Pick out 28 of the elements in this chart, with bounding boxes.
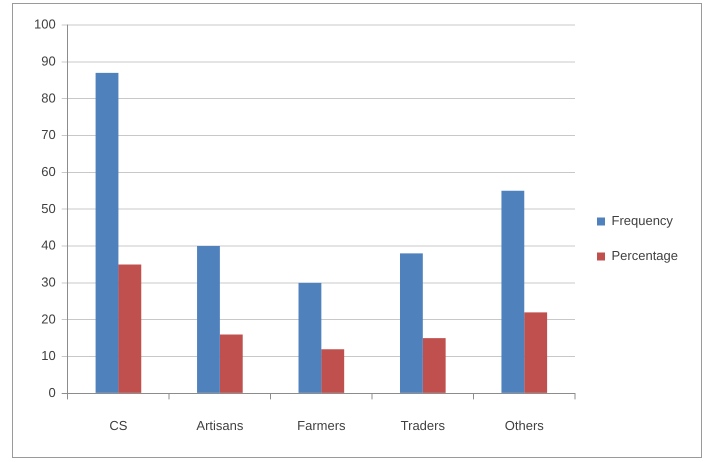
bar bbox=[118, 264, 142, 393]
y-tick-label: 10 bbox=[41, 348, 56, 364]
bar bbox=[400, 253, 423, 393]
y-tick-label: 70 bbox=[41, 127, 56, 142]
bar bbox=[422, 338, 446, 393]
bar bbox=[197, 246, 220, 393]
bar bbox=[321, 349, 344, 393]
y-tick-label: 80 bbox=[41, 90, 56, 106]
y-tick-label: 100 bbox=[34, 16, 56, 32]
x-tick-label: Artisans bbox=[196, 418, 244, 433]
x-tick-label: Others bbox=[504, 418, 544, 433]
bar bbox=[96, 72, 118, 393]
y-tick-label: 40 bbox=[41, 238, 56, 253]
bar bbox=[220, 334, 243, 393]
x-tick-label: CS bbox=[109, 418, 128, 433]
legend-label: Percentage bbox=[612, 248, 678, 264]
legend-label: Frequency bbox=[612, 213, 674, 228]
y-tick-label: 60 bbox=[41, 164, 56, 179]
x-tick-label: Traders bbox=[400, 418, 446, 433]
bar bbox=[298, 282, 322, 393]
y-tick-label: 90 bbox=[41, 53, 56, 68]
y-tick-label: 30 bbox=[41, 274, 56, 290]
y-tick-label: 20 bbox=[41, 311, 56, 326]
y-tick-label: 0 bbox=[48, 384, 56, 400]
x-tick-label: Farmers bbox=[297, 418, 346, 433]
bar bbox=[501, 190, 524, 393]
bar bbox=[524, 312, 548, 393]
y-tick-label: 50 bbox=[41, 200, 56, 216]
